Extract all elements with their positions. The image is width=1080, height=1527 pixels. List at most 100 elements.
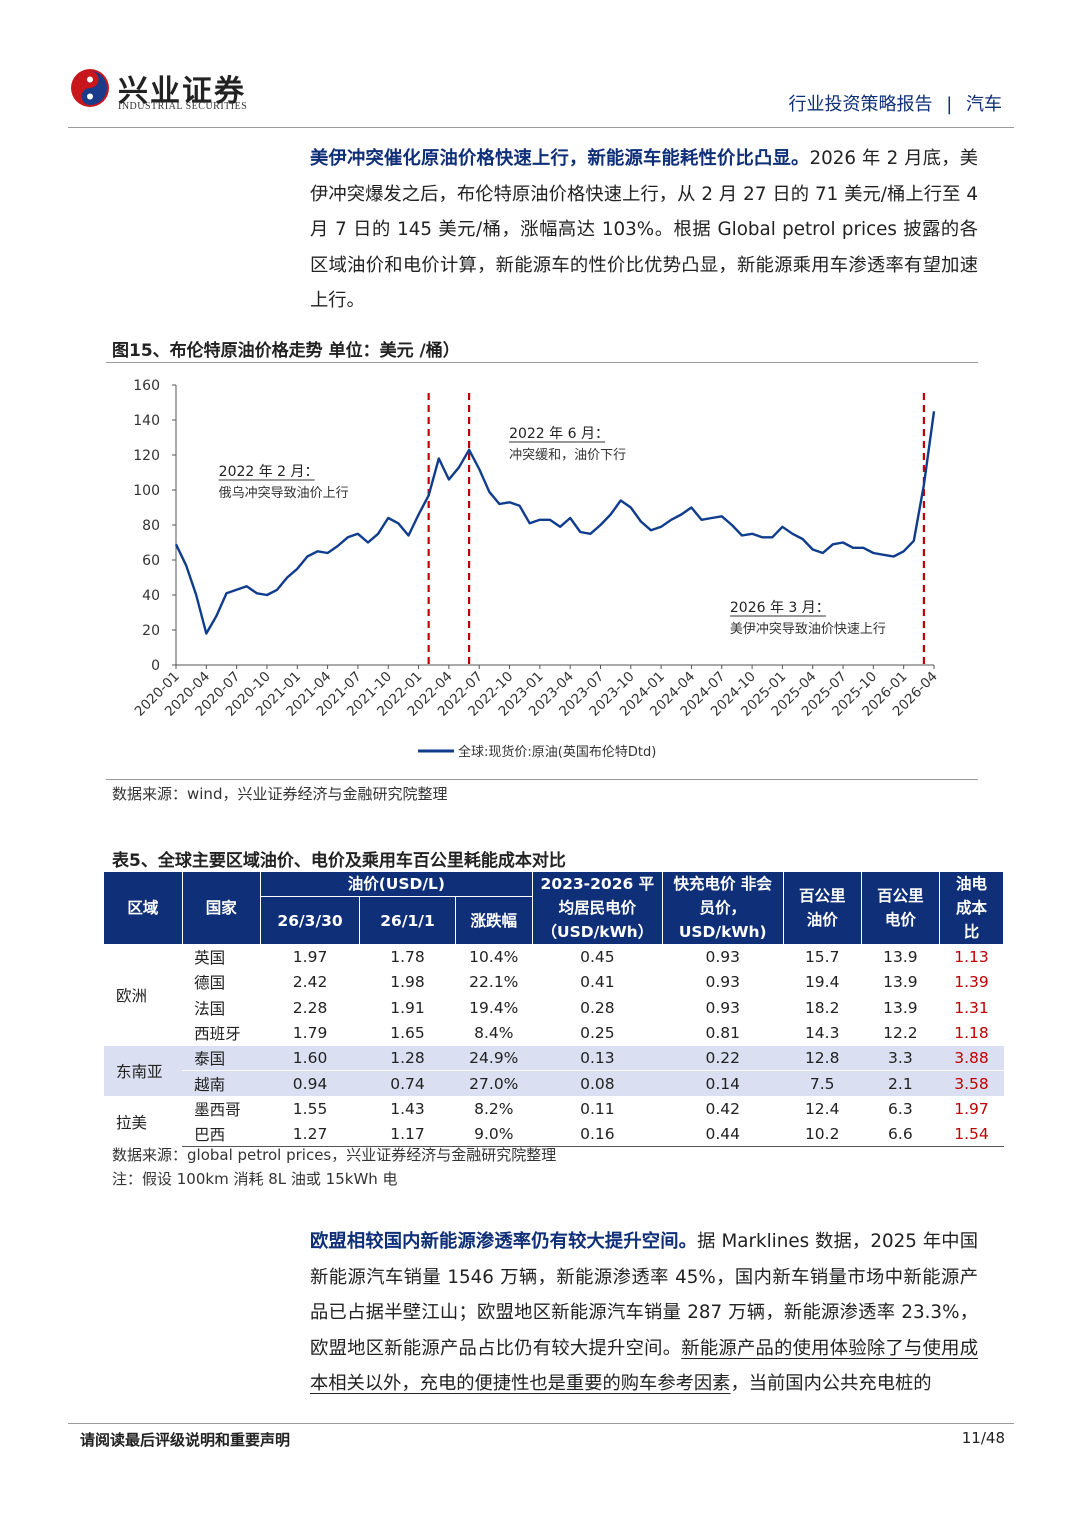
table-row: 欧洲 英国 1.97 1.78 10.4% 0.45 0.93 15.7 13.9 1.13 <box>104 943 1004 1046</box>
cell-country: 墨西哥 <box>182 1095 261 1122</box>
cell-elec-100km: 3.3 <box>861 1045 940 1071</box>
cell-fast-charge: 0.93 <box>662 969 784 996</box>
cell-fast-charge: 0.44 <box>662 1121 784 1148</box>
page-number: 11/48 <box>961 1429 1005 1447</box>
y-tick-label: 40 <box>142 588 160 604</box>
annotation-title: 2022 年 2 月： <box>219 464 319 480</box>
header-cost-ratio: 油电成本比 <box>939 872 1005 945</box>
cell-price-2: 1.98 <box>359 969 456 996</box>
report-sector: 汽车 <box>966 94 1002 115</box>
paragraph-underlined: 新能源产品的使用体验除了与使用成本相关以外，充电的便捷性也是重要的购车参考因素 <box>310 1337 979 1395</box>
table-source: 数据来源：global petrol prices，兴业证券经济与金融研究院整理 <box>112 1146 557 1164</box>
event-markers <box>427 393 925 665</box>
figure-bottom-rule <box>106 779 978 780</box>
cell-price-1: 1.60 <box>260 1045 360 1071</box>
paragraph-oil-price: 美伊冲突催化原油价格快速上行，新能源车能耗性价比凸显。2026 年 2 月底，美… <box>310 141 978 319</box>
cell-country: 泰国 <box>182 1045 261 1071</box>
y-tick-label: 160 <box>133 378 160 394</box>
oil-electricity-cost-table: 区域 国家 油价(USD/L) 2023-2026 平均居民电价（USD/kWh… <box>104 872 1005 1148</box>
header-country: 国家 <box>182 872 261 945</box>
y-tick-label: 0 <box>151 658 160 674</box>
cell-oil-100km: 12.4 <box>783 1095 862 1122</box>
header-oil-per-100km: 百公里油价 <box>783 872 862 945</box>
cell-price-2: 1.43 <box>359 1095 456 1122</box>
report-type: 行业投资策略报告 <box>788 94 933 115</box>
header-report-info: 行业投资策略报告 | 汽车 <box>788 90 1002 116</box>
table-note: 注：假设 100km 消耗 8L 油或 15kWh 电 <box>112 1170 398 1188</box>
cell-elec-100km: 6.3 <box>861 1095 940 1122</box>
cell-country: 巴西 <box>182 1121 261 1148</box>
cell-change: 10.4% <box>455 943 533 970</box>
cell-elec-100km: 12.2 <box>861 1019 940 1046</box>
brent-price-chart: 0 20 40 60 80 100 120 140 160 2020-012020-042020… <box>132 378 941 760</box>
cell-price-1: 1.55 <box>260 1095 360 1122</box>
cell-ratio: 1.39 <box>939 969 1004 996</box>
table-row: 拉美 墨西哥 1.55 1.43 8.2% 0.11 0.42 12.4 6.3 1.97 <box>104 1095 1004 1147</box>
figure-source: 数据来源：wind，兴业证券经济与金融研究院整理 <box>112 785 448 803</box>
cell-change: 24.9% <box>455 1045 533 1071</box>
cell-oil-100km: 19.4 <box>783 969 862 996</box>
cell-change: 8.4% <box>455 1019 533 1046</box>
footer-disclaimer: 请阅读最后评级说明和重要声明 <box>80 1431 291 1449</box>
cell-price-1: 1.97 <box>260 943 360 970</box>
cell-oil-100km: 14.3 <box>783 1019 862 1046</box>
logo-english-name: INDUSTRIAL SECURITIES <box>118 101 248 112</box>
cell-oil-100km: 7.5 <box>783 1070 862 1097</box>
cell-household-elec: 0.28 <box>532 994 663 1021</box>
cell-fast-charge: 0.93 <box>662 943 784 970</box>
cell-fast-charge: 0.14 <box>662 1070 784 1097</box>
chart-legend: 全球:现货价:原油(英国布伦特Dtd) <box>418 744 656 760</box>
header-date-1: 26/3/30 <box>260 896 361 945</box>
cell-ratio: 3.58 <box>939 1070 1004 1097</box>
cell-ratio: 1.18 <box>939 1019 1004 1046</box>
cell-country: 西班牙 <box>182 1019 261 1046</box>
cell-price-1: 2.42 <box>260 969 360 996</box>
cell-household-elec: 0.13 <box>532 1045 663 1071</box>
y-tick-label: 80 <box>142 518 160 534</box>
annotation-text: 俄乌冲突导致油价上行 <box>219 485 349 501</box>
y-tick-label: 140 <box>133 413 160 429</box>
cell-household-elec: 0.41 <box>532 969 663 996</box>
y-axis: 0 20 40 60 80 100 120 140 160 <box>133 378 177 674</box>
cell-oil-100km: 12.8 <box>783 1045 862 1071</box>
table-title: 表5、全球主要区域油价、电价及乘用车百公里耗能成本对比 <box>112 851 566 871</box>
cell-change: 9.0% <box>455 1121 533 1148</box>
cell-price-2: 1.65 <box>359 1019 456 1046</box>
cell-price-2: 1.78 <box>359 943 456 970</box>
footer-divider <box>68 1423 1014 1424</box>
header-divider <box>68 127 1014 128</box>
figure-top-rule <box>106 362 978 363</box>
cell-oil-100km: 18.2 <box>783 994 862 1021</box>
cell-household-elec: 0.16 <box>532 1121 663 1148</box>
cell-fast-charge: 0.93 <box>662 994 784 1021</box>
cell-price-1: 0.94 <box>260 1070 360 1097</box>
cell-change: 22.1% <box>455 969 533 996</box>
table-row: 德国 2.42 1.98 22.1% 0.41 0.93 19.4 13.9 1.39 <box>104 969 1004 996</box>
cell-price-1: 1.79 <box>260 1019 360 1046</box>
cell-price-2: 1.17 <box>359 1121 456 1148</box>
table-row: 东南亚 泰国 1.60 1.28 24.9% 0.13 0.22 12.8 3.3 3.88 <box>104 1045 1004 1097</box>
cell-ratio: 3.88 <box>939 1045 1004 1071</box>
annotation-title: 2022 年 6 月： <box>509 426 609 442</box>
table-row: 西班牙 1.79 1.65 8.4% 0.25 0.81 14.3 12.2 1.18 <box>104 1019 1004 1046</box>
cell-country: 法国 <box>182 994 261 1021</box>
cell-household-elec: 0.08 <box>532 1070 663 1097</box>
table-body: 欧洲 英国 1.97 1.78 10.4% 0.45 0.93 15.7 13.9 1.13 德国 2… <box>104 943 1004 1148</box>
cell-region: 东南亚 <box>104 1045 183 1097</box>
cell-price-2: 0.74 <box>359 1070 456 1097</box>
cell-region: 拉美 <box>104 1095 183 1147</box>
cell-price-2: 1.28 <box>359 1045 456 1071</box>
header-fast-charge: 快充电价 非会员价，USD/kWh) <box>662 872 784 945</box>
cell-country: 越南 <box>182 1070 261 1097</box>
cell-oil-100km: 10.2 <box>783 1121 862 1148</box>
cell-country: 英国 <box>182 943 261 970</box>
header-electricity-per-100km: 百公里电价 <box>861 872 940 945</box>
y-tick-label: 120 <box>133 448 160 464</box>
cell-ratio: 1.31 <box>939 994 1004 1021</box>
logo-chinese-name: 兴业证券 <box>118 74 246 109</box>
chart-annotations: 2022 年 2 月： 俄乌冲突导致油价上行 2022 年 6 月： 冲突缓和，油价下… <box>219 426 886 637</box>
header-region: 区域 <box>104 872 183 945</box>
legend-label: 全球:现货价:原油(英国布伦特Dtd) <box>458 744 656 760</box>
paragraph-body: 2026 年 2 月底，美伊冲突爆发之后，布伦特原油价格快速上行，从 2 月 2… <box>310 148 979 311</box>
x-axis: 2020-012020-042020-072020-102021-012021-… <box>132 664 941 720</box>
